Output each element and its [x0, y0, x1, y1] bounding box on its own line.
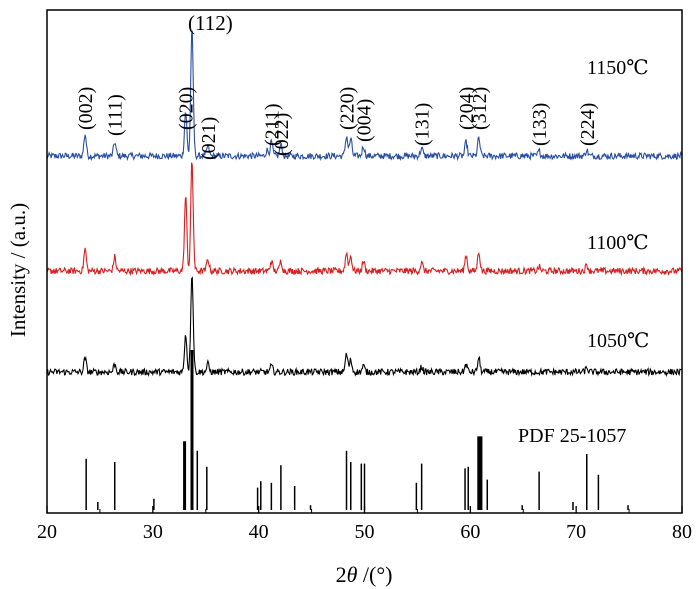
reference-sticks: [85, 350, 629, 510]
series-line-0: [46, 30, 683, 162]
miller-label-4: (021): [198, 117, 220, 160]
miller-label-6: (022): [271, 113, 293, 156]
miller-label-12: (133): [529, 103, 551, 146]
miller-label-2: (020): [176, 87, 198, 130]
miller-label-3: (112): [188, 11, 233, 35]
miller-label-10: (204): [456, 87, 478, 130]
miller-label-0: (002): [75, 87, 97, 130]
miller-label-8: (004): [353, 99, 375, 142]
x-axis-label: 2θ /(°): [336, 562, 393, 587]
series-label-1050: 1050℃: [587, 330, 649, 352]
reference-label: PDF 25-1057: [518, 425, 626, 447]
x-tick-label-1: 30: [143, 521, 163, 543]
series-line-2: [46, 276, 683, 378]
series-label-1100: 1100℃: [587, 232, 649, 254]
series-label-1150: 1150℃: [587, 57, 649, 79]
miller-index-labels: (002) (111) (020) (112) (021) (211)(022) (220)…: [75, 11, 599, 160]
miller-label-7: (220): [337, 87, 359, 130]
x-tick-label-6: 80: [672, 521, 692, 543]
x-tick-label-2: 40: [249, 521, 269, 543]
miller-label-9: (131): [412, 103, 434, 146]
miller-label-11: (312): [469, 87, 491, 130]
x-tick-label-0: 20: [37, 521, 57, 543]
series-line-1: [46, 162, 683, 277]
x-tick-label-3: 50: [355, 521, 375, 543]
x-axis-ticks: 20 30 40 50 60 70 80: [37, 506, 692, 543]
x-tick-label-4: 60: [460, 521, 480, 543]
series-layer: [46, 30, 683, 378]
x-tick-label-5: 70: [566, 521, 586, 543]
miller-label-13: (224): [577, 103, 599, 146]
y-axis-label: Intensity / (a.u.): [6, 203, 30, 337]
miller-label-1: (111): [105, 94, 127, 136]
miller-label-5: (211): [261, 103, 283, 146]
